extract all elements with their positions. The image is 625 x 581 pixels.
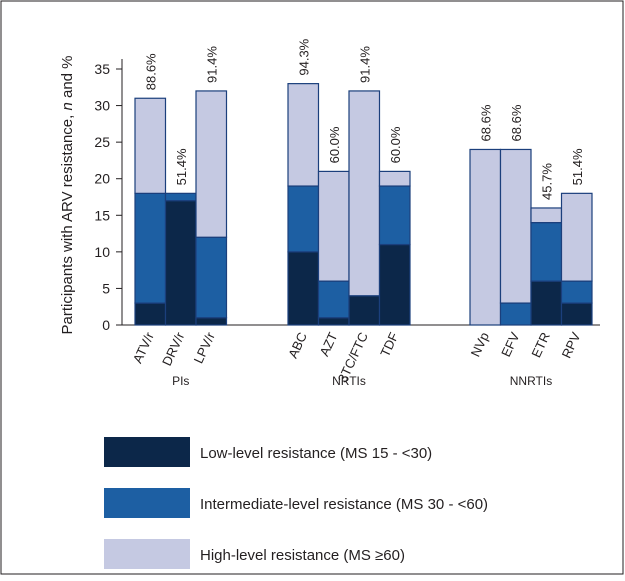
- y-tick-label: 0: [102, 317, 110, 333]
- x-tick-label: RPV: [559, 330, 584, 361]
- bar-segment: [348, 295, 381, 326]
- y-tick-label: 15: [94, 207, 110, 223]
- bar-segment: [499, 302, 532, 326]
- group-label: NRTIs: [332, 374, 366, 388]
- bar-segment: [469, 148, 502, 326]
- bar-segment: [348, 90, 381, 297]
- total-label: 51.4%: [174, 148, 189, 185]
- bar-segment: [164, 200, 197, 326]
- y-tick-label: 10: [94, 244, 110, 260]
- y-axis-title-part: Participants with ARV resistance,: [59, 111, 76, 335]
- y-tick-label: 5: [102, 280, 110, 296]
- bar-segment: [378, 170, 411, 187]
- bar-segment: [530, 280, 563, 326]
- y-tick-label: 30: [94, 98, 110, 114]
- bar-segment: [287, 185, 320, 253]
- bar-segment: [378, 185, 411, 246]
- bar-segment: [195, 317, 228, 326]
- legend-swatch: [104, 488, 190, 518]
- x-tick-label: LPV/r: [191, 329, 219, 365]
- y-axis-title: Participants with ARV resistance, n and …: [59, 55, 76, 334]
- legend-swatch: [104, 539, 190, 569]
- y-tick-label: 20: [94, 171, 110, 187]
- x-tick-label: DRV/r: [159, 329, 188, 368]
- total-label: 68.6%: [509, 104, 524, 141]
- bar-segment: [530, 207, 563, 224]
- y-axis-title-part: n: [59, 102, 76, 110]
- total-label: 68.6%: [478, 104, 493, 141]
- bar-segment: [530, 222, 563, 282]
- x-tick-label: EFV: [498, 330, 522, 360]
- legend-label: Low-level resistance (MS 15 - <30): [200, 445, 432, 462]
- group-label: PIs: [172, 374, 189, 388]
- total-label: 51.4%: [570, 148, 585, 185]
- bar-segment: [317, 280, 350, 319]
- bar-segment: [164, 192, 197, 202]
- total-label: 45.7%: [539, 163, 554, 200]
- x-tick-label: TDF: [377, 330, 401, 359]
- total-label: 88.6%: [143, 53, 158, 90]
- bar-segment: [317, 317, 350, 326]
- y-tick-label: 25: [94, 134, 110, 150]
- legend-label: Intermediate-level resistance (MS 30 - <…: [200, 496, 488, 513]
- bar-segment: [134, 192, 167, 304]
- x-tick-label: NVp: [468, 330, 492, 359]
- legend-swatch: [104, 437, 190, 467]
- bar-segment: [560, 280, 593, 304]
- y-tick-label: 35: [94, 61, 110, 77]
- bar-segment: [378, 243, 411, 326]
- total-label: 91.4%: [357, 46, 372, 83]
- total-label: 60.0%: [327, 126, 342, 163]
- bar-segment: [499, 148, 532, 304]
- x-tick-label: ATV/r: [130, 329, 158, 365]
- bar-segment: [287, 83, 320, 187]
- bar-segment: [560, 192, 593, 282]
- legend-label: High-level resistance (MS ≥60): [200, 547, 405, 564]
- y-axis-title-part: and %: [59, 55, 76, 102]
- bar-segment: [560, 302, 593, 326]
- group-label: NNRTIs: [510, 374, 552, 388]
- total-label: 94.3%: [296, 38, 311, 75]
- total-label: 91.4%: [204, 46, 219, 83]
- bar-segment: [287, 251, 320, 326]
- bar-segment: [134, 97, 167, 194]
- total-label: 60.0%: [388, 126, 403, 163]
- x-tick-label: ABC: [285, 330, 310, 361]
- bar-segment: [195, 236, 228, 319]
- x-tick-label: AZT: [316, 330, 340, 359]
- bar-segment: [195, 90, 228, 238]
- bar-segment: [134, 302, 167, 326]
- bar-segment: [317, 170, 350, 282]
- x-tick-label: ETR: [528, 330, 553, 360]
